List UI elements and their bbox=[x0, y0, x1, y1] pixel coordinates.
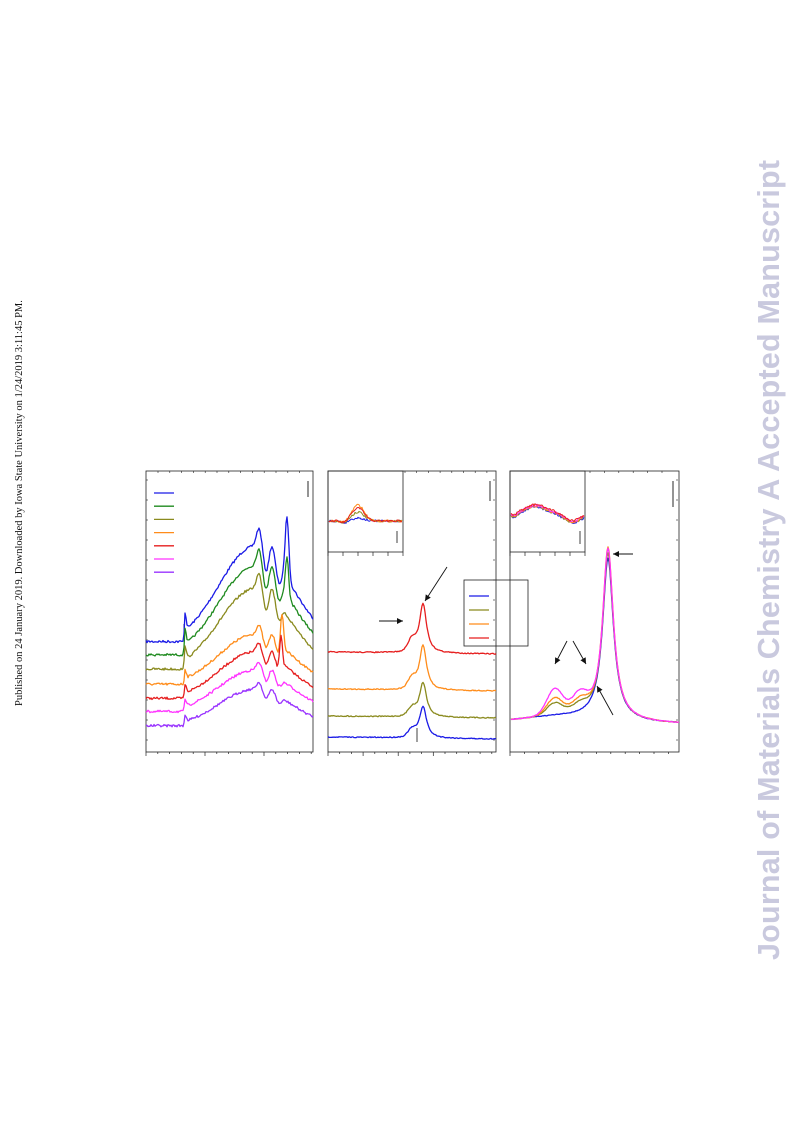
arrow-head bbox=[425, 594, 431, 601]
spectrum-magenta bbox=[145, 661, 314, 714]
peak-arrow-diagonal bbox=[424, 566, 448, 602]
shoulder-arrow-right bbox=[572, 640, 587, 665]
inset-curve-orange bbox=[328, 503, 403, 524]
arrow-head bbox=[597, 686, 603, 693]
spectrum-red bbox=[145, 634, 314, 701]
spectrum-red bbox=[327, 602, 497, 655]
arrow-head bbox=[580, 657, 586, 664]
left-frame bbox=[145, 470, 314, 753]
arrow-shaft bbox=[424, 566, 448, 602]
spectrum-olive bbox=[327, 681, 497, 719]
inset-curve-red bbox=[510, 503, 585, 523]
peak-arrow-left bbox=[379, 618, 403, 624]
spectrum-blue bbox=[327, 705, 497, 740]
arrow-head bbox=[613, 551, 619, 557]
baseline-arrow bbox=[596, 685, 614, 716]
spectrum-violet bbox=[145, 681, 314, 728]
peak-arrow-top bbox=[613, 551, 633, 557]
spectrum-magenta bbox=[510, 547, 680, 724]
panel-right bbox=[509, 470, 680, 756]
inset-curve-magenta bbox=[510, 503, 585, 523]
spectrum-orange bbox=[327, 644, 496, 692]
panel-middle bbox=[327, 470, 529, 756]
inset-curve-red bbox=[328, 507, 403, 524]
arrow-head bbox=[397, 618, 403, 624]
arrow-head bbox=[555, 657, 561, 664]
spectrum-orange bbox=[510, 546, 680, 723]
panel-left bbox=[145, 470, 314, 756]
right-frame bbox=[509, 470, 680, 753]
spectrum-olive bbox=[145, 572, 314, 671]
middle-frame bbox=[327, 470, 497, 753]
right-inset-frame bbox=[509, 470, 586, 553]
spectrum-blue bbox=[510, 557, 680, 724]
spectrum-blue bbox=[145, 516, 314, 644]
spectrum-orange bbox=[145, 613, 314, 686]
spectrum-green bbox=[145, 548, 314, 657]
middle-inset-frame bbox=[327, 470, 404, 553]
middle-legend-box bbox=[463, 579, 529, 647]
spectrum-olive bbox=[510, 552, 680, 723]
shoulder-arrow-left bbox=[554, 640, 568, 665]
